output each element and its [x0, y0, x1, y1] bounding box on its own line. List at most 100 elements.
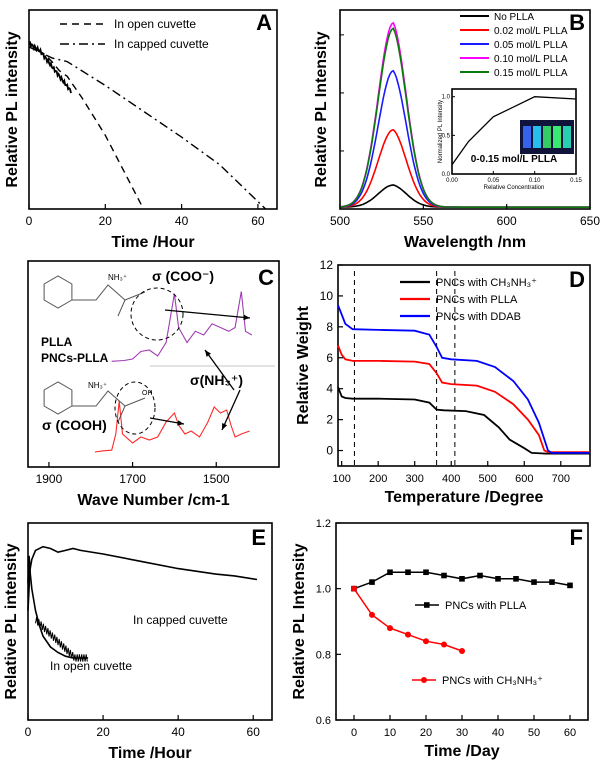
inset-x-axis-label: Relative Concentration [484, 185, 545, 191]
x-tick-label: 300 [406, 473, 424, 485]
inset-y-tick-label: 1.0 [442, 95, 451, 101]
panel-letter: A [256, 10, 272, 35]
panel-f-frame [335, 522, 589, 721]
legend-label: PNCs with CH₃NH₃⁺ [436, 277, 537, 289]
y-tick-label: 0 [326, 444, 333, 458]
x-tick-label: 60 [251, 214, 265, 228]
inset-line [451, 96, 577, 166]
x-tick-label: 1500 [203, 472, 230, 486]
photo-vial [553, 126, 561, 148]
legend-label: No PLLA [494, 12, 534, 23]
x-axis-label: Temperature /Degree [385, 489, 544, 506]
y-tick-label: 6 [326, 351, 333, 365]
arrow-coo-head [243, 314, 250, 321]
data-point-square [495, 576, 501, 582]
x-axis-label: Wave Number /cm-1 [77, 492, 229, 509]
x-tick-label: 40 [171, 725, 185, 739]
panel-letter: C [258, 265, 274, 290]
y-tick-label: 1.2 [316, 518, 331, 530]
legend-label: 0.05 mol/L PLLA [494, 40, 568, 51]
panel-e-frame [27, 522, 273, 721]
x-tick-label: 650 [580, 214, 600, 228]
tga-line-2 [337, 345, 590, 454]
inset-frame [451, 88, 577, 175]
label-plla: PLLA [41, 335, 73, 349]
tga-line-3 [337, 304, 590, 454]
series-line-1 [28, 42, 145, 210]
x-tick-label: 0 [26, 214, 33, 228]
y-tick-label: 4 [326, 382, 333, 396]
data-point-square [423, 569, 429, 576]
legend-label: PNCs with PLLA [436, 294, 518, 306]
annotation-open: In open cuvette [50, 659, 132, 673]
x-tick-label: 600 [497, 214, 517, 228]
label-pncs-plla: PNCs-PLLA [41, 351, 109, 365]
x-tick-label: 60 [564, 727, 576, 739]
spectrum-line-1 [111, 291, 253, 362]
arrow-cooh-head [177, 420, 184, 426]
inset-x-tick-label: 0.10 [529, 178, 541, 184]
panel-f: PNCs with PLLA PNCs with CH₃NH₃⁺ F 0 10 20 30 4… [291, 518, 589, 760]
x-tick-label: 500 [479, 473, 497, 485]
x-tick-label: 60 [247, 725, 261, 739]
molecule-structure-bottom [43, 381, 146, 423]
inset-y-axis-label: Normalized PL Intensity [438, 100, 444, 163]
photo-vial [543, 126, 551, 148]
y-tick-label: 1.0 [316, 584, 331, 596]
panel-c: σ (COO⁻) σ(NH₃⁺) σ (COOH) PLLA PNCs-PLLA NH₃⁺… [27, 260, 280, 509]
x-tick-label: 10 [384, 727, 396, 739]
inset-x-tick-label: 0.00 [446, 178, 458, 184]
series-line-2 [28, 46, 267, 210]
molecule-bond [124, 397, 146, 407]
x-tick-label: 0 [25, 725, 32, 739]
legend-label: 0.02 mol/L PLLA [494, 26, 568, 37]
tga-line-1 [337, 386, 590, 455]
highlight-circle-coo [130, 287, 184, 341]
label-nh3-top: NH₃⁺ [108, 273, 127, 282]
x-tick-label: 100 [332, 473, 350, 485]
inset-x-tick-label: 0.05 [487, 178, 499, 184]
inset-y-tick-label: 0.5 [442, 133, 451, 139]
panel-a-frame [28, 9, 278, 210]
data-point-square [531, 579, 537, 585]
data-point-square [477, 572, 483, 579]
arrow-coo [164, 309, 251, 319]
series-line-1 [27, 545, 258, 611]
panel-b-frame [339, 9, 591, 210]
inset-x-tick-label: 0.15 [570, 178, 582, 184]
series-noise-line [28, 40, 72, 94]
data-point-square [459, 576, 465, 582]
data-point-square [405, 569, 411, 576]
x-tick-label: 50 [528, 727, 540, 739]
y-tick-label: 12 [320, 258, 334, 272]
x-tick-label: 30 [456, 727, 468, 739]
data-point-square [549, 579, 555, 585]
x-axis-label: Wavelength /nm [404, 234, 526, 251]
panel-letter: D [569, 267, 585, 292]
data-point-circle [423, 638, 429, 645]
data-point-circle [387, 625, 393, 632]
legend-label: PNCs with DDAB [436, 311, 521, 323]
y-axis-label: Relative PL Intensity [291, 543, 308, 699]
x-axis-label: Time /Day [424, 743, 499, 760]
photo-vial [533, 126, 541, 148]
series-line-2 [27, 555, 89, 659]
panel-letter: B [569, 10, 585, 35]
data-point-circle [351, 585, 357, 592]
benzene-ring [43, 381, 73, 415]
x-tick-label: 550 [413, 214, 433, 228]
y-tick-label: 2 [326, 413, 333, 427]
legend-label: In capped cuvette [114, 37, 209, 51]
x-tick-label: 400 [442, 473, 460, 485]
benzene-ring [43, 275, 73, 309]
data-point-circle [405, 631, 411, 638]
legend-label: PNCs with PLLA [445, 600, 527, 612]
arrow-nh3-down-head [222, 423, 228, 430]
x-tick-label: 40 [175, 214, 189, 228]
inset-y-tick-label: 0.0 [442, 172, 451, 178]
cuvette-photo [520, 120, 574, 154]
panel-d-frame [337, 264, 591, 467]
x-axis-label: Time /Hour [108, 745, 191, 762]
y-tick-label: 10 [320, 289, 334, 303]
legend-label: PNCs with CH₃NH₃⁺ [442, 675, 543, 687]
